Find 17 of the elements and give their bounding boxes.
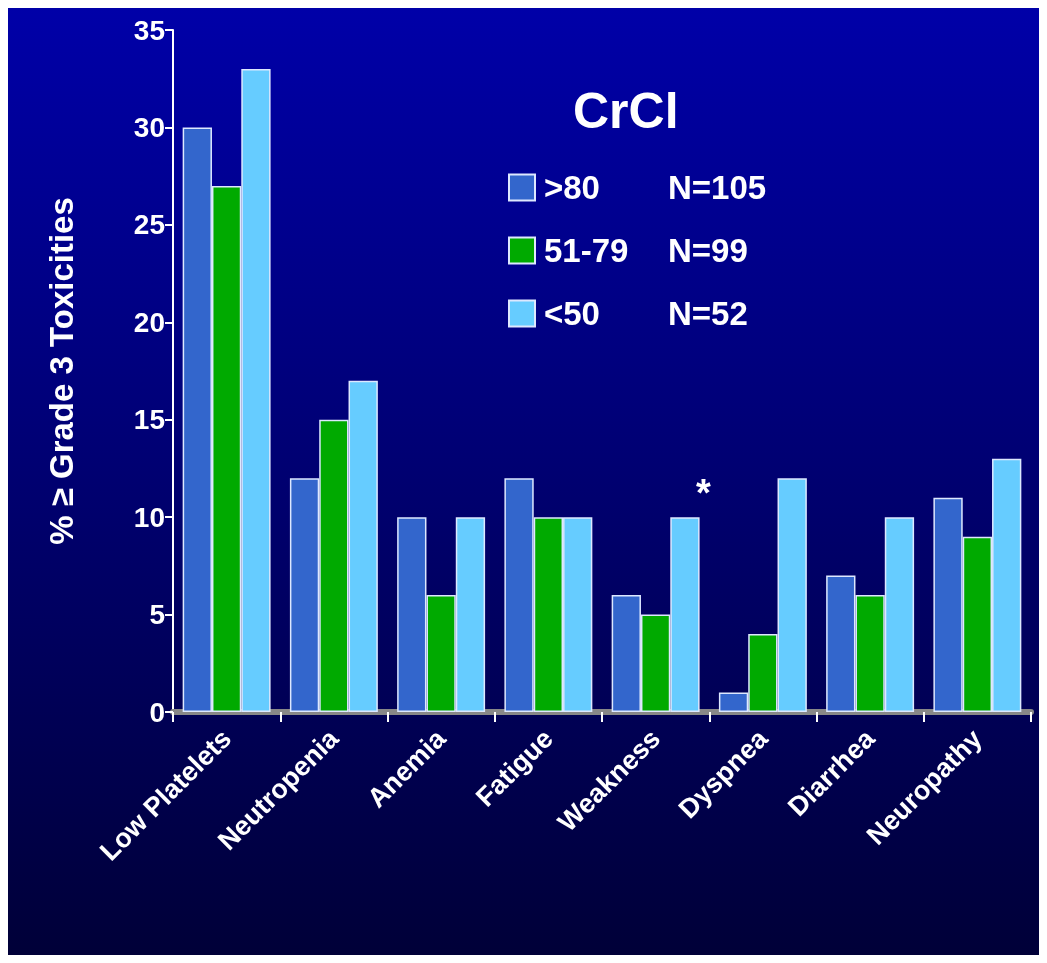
y-tick-label: 35 bbox=[133, 14, 165, 46]
annotation: * bbox=[696, 472, 711, 514]
legend-label: >80 bbox=[544, 169, 600, 206]
y-tick-label: 10 bbox=[133, 501, 165, 533]
y-tick-label: 15 bbox=[133, 404, 165, 436]
legend-label: 51-79 bbox=[544, 232, 629, 269]
legend-title: CrCl bbox=[573, 83, 679, 139]
annotation: N=52 bbox=[668, 295, 748, 332]
y-tick-label: 0 bbox=[149, 696, 165, 728]
y-tick-label: 25 bbox=[133, 209, 165, 241]
legend-label: <50 bbox=[544, 295, 600, 332]
annotation: N=105 bbox=[668, 169, 767, 206]
y-axis-title: % ≥ Grade 3 Toxicities bbox=[43, 197, 80, 545]
annotation: N=99 bbox=[668, 232, 748, 269]
y-tick-label: 20 bbox=[133, 306, 165, 338]
y-tick-label: 5 bbox=[149, 599, 165, 631]
y-tick-label: 30 bbox=[133, 111, 165, 143]
